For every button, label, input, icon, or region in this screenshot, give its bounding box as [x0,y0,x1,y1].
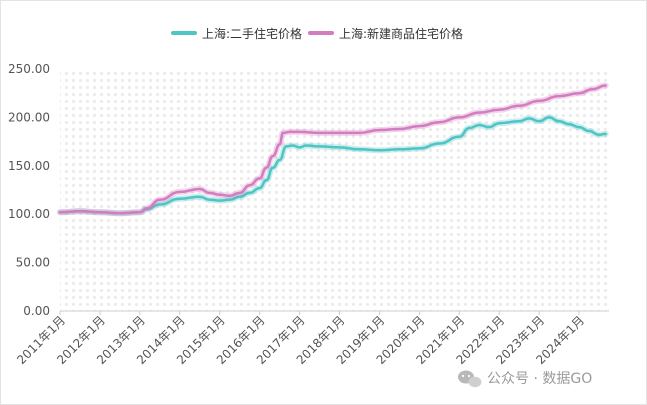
legend-label-new-home: 上海:新建商品住宅价格 [339,26,463,41]
y-axis: 0.00 50.00 100.00 150.00 200.00 250.00 [8,62,50,318]
y-tick-label: 50.00 [16,256,50,270]
x-axis: 2011年1月2012年1月2013年1月2014年1月2015年1月2016年… [14,311,587,367]
y-tick-label: 250.00 [8,62,50,76]
plot-background [60,69,609,311]
y-tick-label: 150.00 [8,159,50,173]
legend-item-new-home[interactable]: 上海:新建商品住宅价格 [308,26,463,41]
legend-item-second-hand[interactable]: 上海:二手住宅价格 [171,26,302,41]
legend-label-second-hand: 上海:二手住宅价格 [202,26,302,41]
y-tick-label: 100.00 [8,207,50,221]
wechat-icon [458,370,482,388]
legend-swatch-new-home [308,31,334,35]
legend-swatch-second-hand [171,31,197,35]
y-tick-label: 0.00 [23,304,50,318]
series-line-0 [58,116,607,215]
y-tick-label: 200.00 [8,110,50,124]
watermark-text: 公众号 · 数据GO [487,371,592,387]
watermark: 公众号 · 数据GO [458,370,592,388]
series-group [57,82,609,217]
legend: 上海:二手住宅价格 上海:新建商品住宅价格 [171,26,463,41]
series-line-1 [58,84,607,215]
